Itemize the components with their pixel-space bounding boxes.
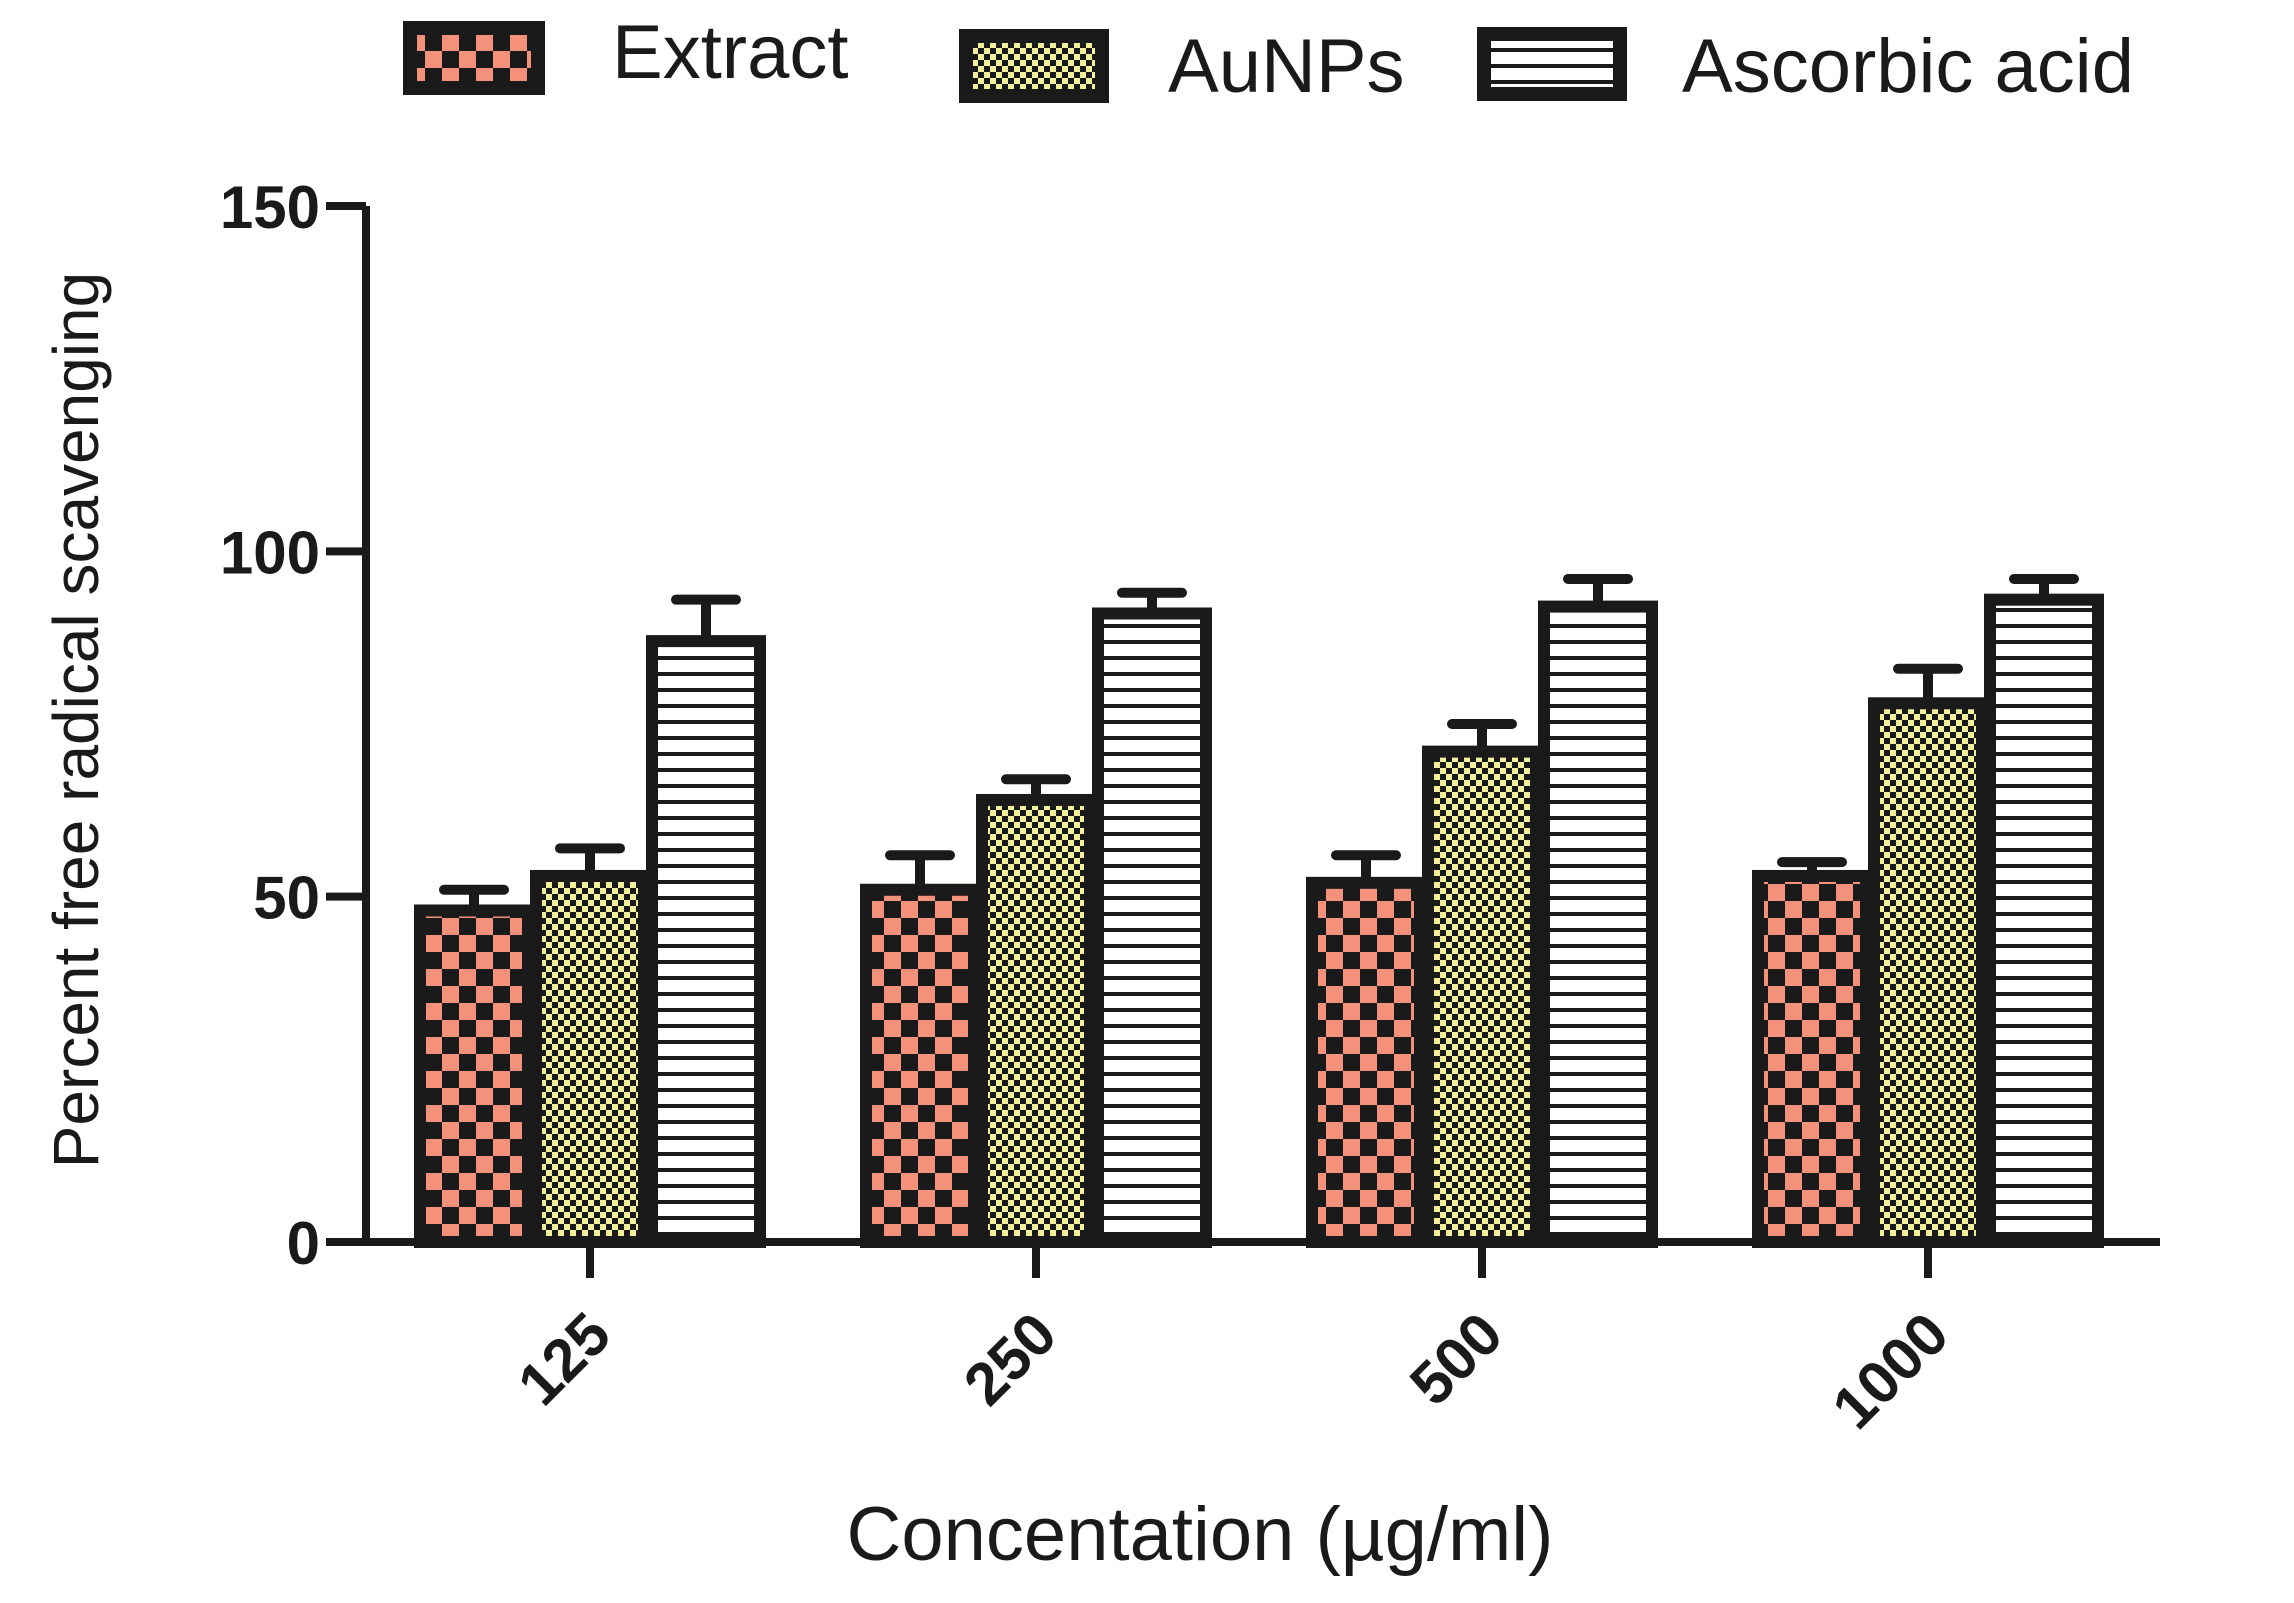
x-tick-label: 1000 [1819,1300,1961,1442]
legend-item-aunps: AuNPs [959,24,1405,109]
legend-swatch-aunps [959,29,1109,103]
bar-aunps-1000 [1868,697,1988,1248]
legend-label-aunps: AuNPs [1168,24,1405,109]
legend-item-ascorbic-acid: Ascorbic acid [1477,24,2134,109]
x-tick-label: 125 [505,1300,623,1418]
x-axis-title: Concentation (µg/ml) [847,1492,1554,1577]
y-tick-label: 100 [220,519,320,586]
bar-extract-500 [1306,876,1426,1248]
bar-aunps-125 [530,869,650,1248]
y-ticks: 0 50 100 150 [220,174,366,1277]
legend-item-extract: Extract [403,10,849,95]
bar-aunps-250 [976,793,1096,1248]
legend-label-extract: Extract [612,10,849,95]
bar-ascorbic-acid-1000 [1984,593,2104,1248]
x-tick-label: 250 [951,1300,1069,1418]
legend-swatch-ascorbic-acid [1477,27,1627,101]
y-axis-title: Percent free radical scavenging [40,272,112,1169]
legend-label-ascorbic-acid: Ascorbic acid [1682,24,2134,109]
bar-ascorbic-acid-500 [1538,600,1658,1248]
bars [414,573,2104,1248]
x-ticks: 125 250 500 1000 [505,1242,1961,1442]
bar-ascorbic-acid-125 [646,635,766,1248]
bar-extract-250 [860,883,980,1248]
bar-aunps-500 [1422,745,1542,1248]
y-tick-label: 0 [287,1210,320,1277]
y-tick-label: 150 [220,174,320,241]
bar-extract-1000 [1752,869,1872,1248]
legend-swatch-extract [403,21,545,95]
bar-ascorbic-acid-250 [1092,607,1212,1248]
y-tick-label: 50 [253,865,320,932]
legend: Extract AuNPs Ascorbic acid [403,10,2134,109]
bar-extract-125 [414,904,534,1248]
x-tick-label: 500 [1397,1300,1515,1418]
